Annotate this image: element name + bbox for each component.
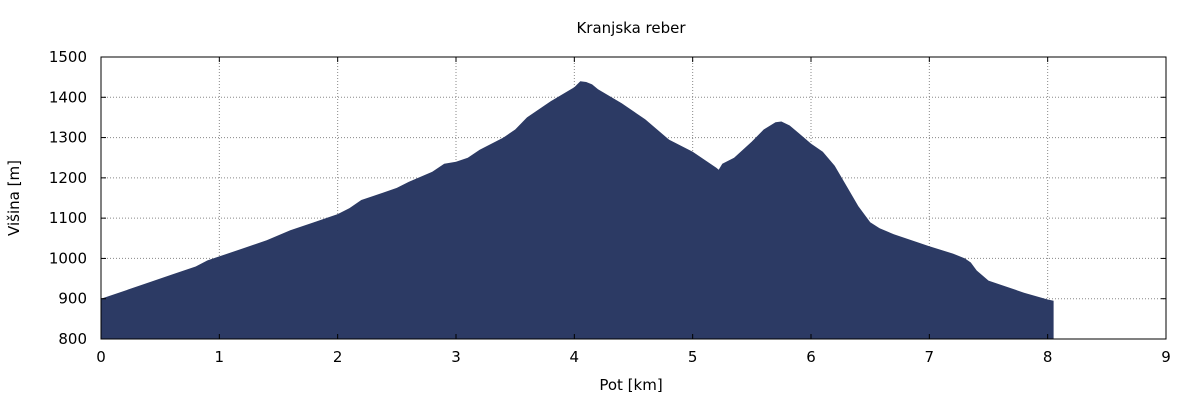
y-tick-label: 900 bbox=[58, 290, 87, 308]
x-tick-label: 0 bbox=[96, 348, 106, 366]
x-axis-ticks: 0 1 2 3 4 5 6 7 8 9 bbox=[96, 57, 1171, 366]
x-tick-label: 5 bbox=[688, 348, 698, 366]
x-tick-label: 1 bbox=[215, 348, 225, 366]
y-tick-label: 1100 bbox=[49, 209, 87, 227]
x-tick-label: 7 bbox=[925, 348, 935, 366]
y-tick-label: 1300 bbox=[49, 129, 87, 147]
y-tick-label: 1000 bbox=[49, 249, 87, 267]
plot-frame bbox=[100, 56, 1167, 340]
chart-title: Kranjska reber bbox=[576, 19, 686, 37]
x-tick-label: 9 bbox=[1161, 348, 1171, 366]
x-tick-label: 2 bbox=[333, 348, 343, 366]
x-tick-label: 6 bbox=[806, 348, 816, 366]
x-axis-label: Pot [km] bbox=[599, 376, 662, 394]
x-tick-label: 8 bbox=[1043, 348, 1053, 366]
y-tick-label: 1200 bbox=[49, 169, 87, 187]
y-tick-label: 1400 bbox=[49, 88, 87, 106]
y-tick-label: 800 bbox=[58, 330, 87, 348]
y-tick-label: 1500 bbox=[49, 48, 87, 66]
x-tick-label: 3 bbox=[451, 348, 461, 366]
elevation-area bbox=[101, 81, 1054, 339]
y-axis-label: Višina [m] bbox=[5, 160, 23, 236]
y-axis-ticks: 800 900 1000 1100 1200 1300 1400 1500 bbox=[49, 48, 1166, 348]
x-tick-label: 4 bbox=[570, 348, 580, 366]
